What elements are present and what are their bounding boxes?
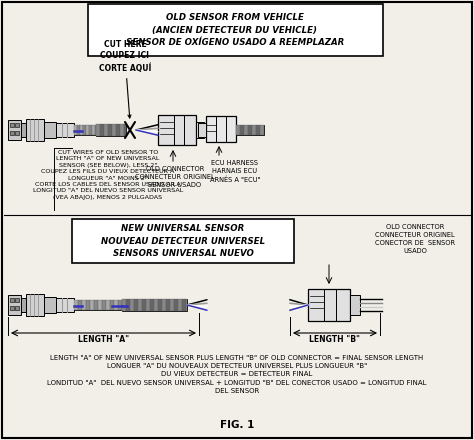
Bar [350, 295, 360, 315]
Bar [72, 219, 294, 263]
Bar [83, 125, 86, 135]
Bar [154, 299, 158, 311]
Bar [106, 300, 110, 310]
Bar [8, 120, 21, 140]
Bar [82, 300, 86, 310]
Bar [10, 131, 14, 135]
Bar [44, 297, 56, 313]
Bar [56, 123, 74, 137]
Bar [252, 125, 256, 135]
Bar [90, 300, 94, 310]
Bar [96, 124, 100, 136]
Text: LENGTH "A" OF NEW UNIVERSAL SENSOR PLUS LENGTH "B" OF OLD CONNECTOR = FINAL SENS: LENGTH "A" OF NEW UNIVERSAL SENSOR PLUS … [47, 355, 427, 394]
Bar [44, 122, 56, 138]
Text: CUT HERE
COUPEZ ICI
CORTE AQUÍ: CUT HERE COUPEZ ICI CORTE AQUÍ [99, 40, 151, 118]
Bar [74, 125, 77, 135]
Bar [100, 124, 104, 136]
Bar [21, 298, 26, 312]
Text: LENGTH "B": LENGTH "B" [310, 335, 361, 344]
Bar [102, 300, 106, 310]
Bar [130, 299, 134, 311]
Text: NEW UNIVERSAL SENSOR
NOUVEAU DETECTEUR UNIVERSEL
SENSORS UNIVERSAL NUEVO: NEW UNIVERSAL SENSOR NOUVEAU DETECTEUR U… [101, 224, 265, 258]
Bar [166, 299, 170, 311]
Bar [95, 125, 96, 135]
Bar [21, 123, 26, 137]
Bar [240, 125, 244, 135]
Bar [15, 131, 19, 135]
Bar [142, 299, 146, 311]
Bar [178, 299, 182, 311]
Bar [150, 299, 154, 311]
Bar [26, 294, 44, 316]
Bar [186, 299, 187, 311]
Bar [10, 306, 14, 310]
Bar [8, 295, 21, 315]
Bar [10, 123, 14, 127]
Bar [74, 300, 78, 310]
Bar [158, 299, 162, 311]
Bar [78, 300, 82, 310]
Bar [116, 124, 120, 136]
Bar [198, 123, 206, 137]
Bar [15, 306, 19, 310]
Bar [146, 299, 150, 311]
Bar [138, 299, 142, 311]
Bar [162, 299, 166, 311]
Text: CUT WIRES OF OLD SENSOR TO
LENGTH "A" OF NEW UNIVERSAL
SENSOR (SEE BELOW), LESS : CUT WIRES OF OLD SENSOR TO LENGTH "A" OF… [33, 150, 183, 200]
Bar [170, 299, 174, 311]
Bar [98, 300, 102, 310]
Bar [86, 125, 89, 135]
Bar [77, 125, 80, 135]
Bar [256, 125, 260, 135]
Bar [236, 125, 264, 135]
Bar [80, 125, 83, 135]
Bar [86, 300, 90, 310]
Bar [308, 289, 350, 321]
Text: FIG. 1: FIG. 1 [220, 420, 254, 430]
Bar [120, 124, 124, 136]
Bar [108, 124, 112, 136]
Bar [74, 300, 122, 310]
Bar [174, 299, 178, 311]
Bar [134, 299, 138, 311]
Bar [122, 299, 187, 311]
Bar [15, 123, 19, 127]
Bar [110, 300, 114, 310]
Bar [96, 124, 126, 136]
Bar [26, 119, 44, 141]
Bar [112, 124, 116, 136]
Bar [126, 299, 130, 311]
Text: ECU HARNESS
HARNAIS ECU
ARNÉS A "ECU": ECU HARNESS HARNAIS ECU ARNÉS A "ECU" [210, 160, 260, 183]
Text: OLD SENSOR FROM VEHICLE
(ANCIEN DETECTEUR DU VEHICLE)
SENSOR DE OXÍGENO USADO A : OLD SENSOR FROM VEHICLE (ANCIEN DETECTEU… [126, 13, 344, 47]
Bar [94, 300, 98, 310]
Bar [15, 298, 19, 302]
Bar [56, 298, 74, 312]
Bar [248, 125, 252, 135]
Bar [89, 125, 92, 135]
Text: OLD CONNECTOR
CONNECTEUR ORIGINEL
SENSOR USADO: OLD CONNECTOR CONNECTEUR ORIGINEL SENSOR… [135, 166, 215, 188]
Bar [88, 4, 383, 56]
Bar [74, 125, 96, 135]
Bar [114, 300, 118, 310]
Bar [236, 125, 240, 135]
Bar [182, 299, 186, 311]
Bar [158, 115, 196, 145]
Bar [118, 300, 122, 310]
Bar [104, 124, 108, 136]
Bar [124, 124, 126, 136]
Bar [122, 299, 126, 311]
Bar [10, 298, 14, 302]
Bar [260, 125, 264, 135]
Text: OLD CONNECTOR
CONNECTEUR ORIGINEL
CONECTOR DE  SENSOR
USADO: OLD CONNECTOR CONNECTEUR ORIGINEL CONECT… [375, 224, 455, 254]
Bar [244, 125, 248, 135]
Bar [206, 116, 236, 142]
Bar [196, 122, 204, 138]
Text: LENGTH "A": LENGTH "A" [78, 335, 129, 344]
Bar [92, 125, 95, 135]
